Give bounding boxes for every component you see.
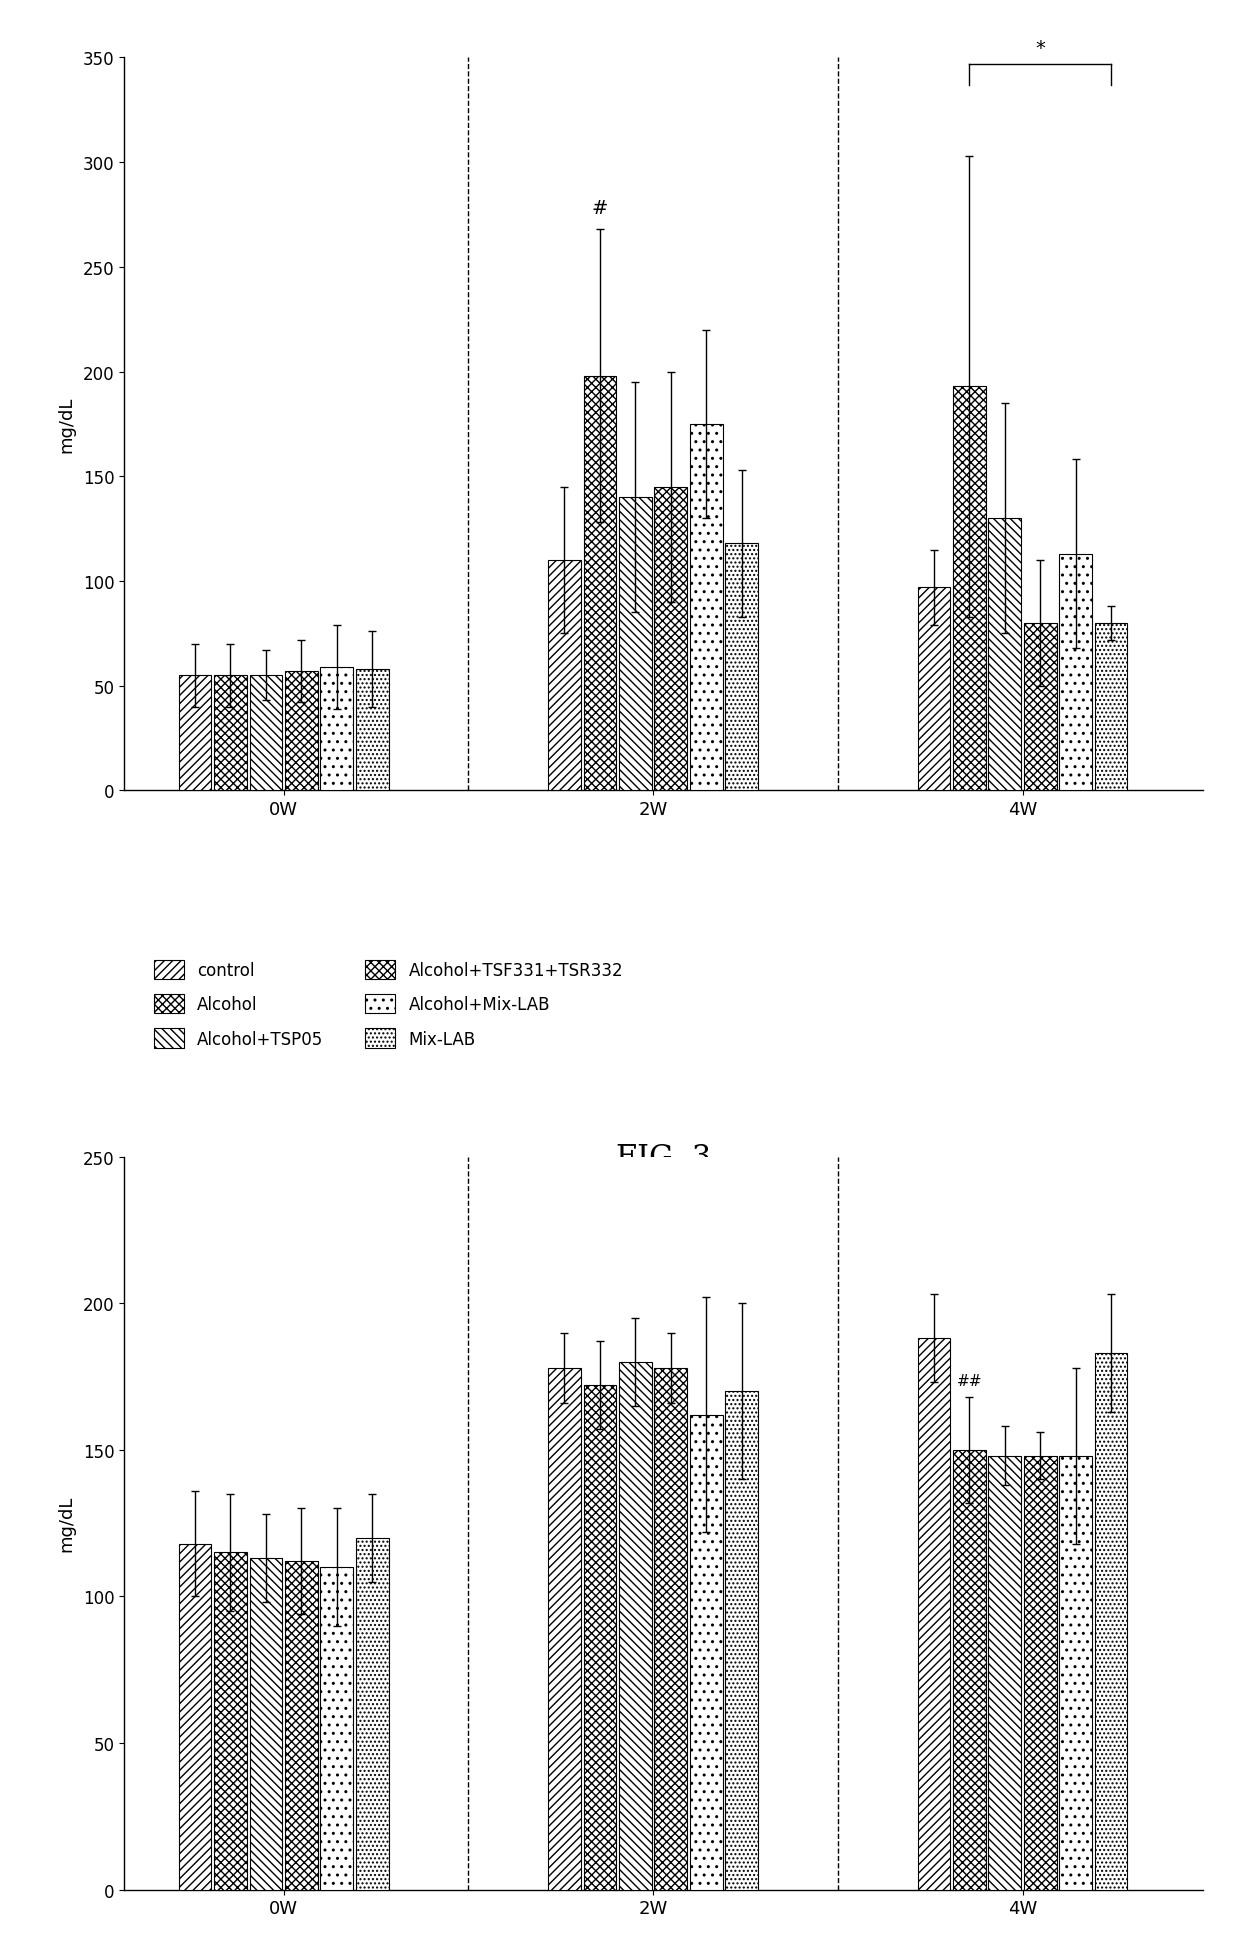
Bar [1024, 1455, 1056, 1890]
Bar [619, 499, 652, 791]
Bar [1095, 623, 1127, 791]
Bar [918, 588, 950, 791]
Text: FIG. 3: FIG. 3 [616, 1142, 711, 1173]
Bar [619, 1362, 652, 1890]
Y-axis label: mg/dL: mg/dL [58, 397, 76, 452]
Bar [584, 376, 616, 791]
Text: ##: ## [956, 1373, 982, 1389]
Bar [215, 1553, 247, 1890]
Bar [655, 487, 687, 791]
Bar [249, 1558, 283, 1890]
Bar [954, 1449, 986, 1890]
Bar [548, 1367, 580, 1890]
Bar [548, 561, 580, 791]
Bar [954, 388, 986, 791]
Bar [584, 1385, 616, 1890]
Bar [285, 672, 317, 791]
Bar [988, 1455, 1021, 1890]
Text: #: # [591, 199, 608, 218]
Bar [320, 668, 353, 791]
Bar [689, 1414, 723, 1890]
Bar [179, 1545, 211, 1890]
Bar [1059, 555, 1092, 791]
Bar [988, 518, 1021, 791]
Bar [918, 1338, 950, 1890]
Bar [1059, 1455, 1092, 1890]
Text: *: * [1035, 39, 1045, 58]
Bar [356, 670, 388, 791]
Bar [1024, 623, 1056, 791]
Bar [249, 676, 283, 791]
Bar [179, 676, 211, 791]
Bar [655, 1367, 687, 1890]
Bar [356, 1539, 388, 1890]
Y-axis label: mg/dL: mg/dL [58, 1496, 76, 1551]
Bar [689, 425, 723, 791]
Bar [320, 1568, 353, 1890]
Bar [285, 1562, 317, 1890]
Bar [725, 1391, 758, 1890]
Legend: control, Alcohol, Alcohol+TSP05, Alcohol+TSF331+TSR332, Alcohol+Mix-LAB, Mix-LAB: control, Alcohol, Alcohol+TSP05, Alcohol… [154, 960, 624, 1048]
Bar [215, 676, 247, 791]
Bar [1095, 1354, 1127, 1890]
Bar [725, 543, 758, 791]
